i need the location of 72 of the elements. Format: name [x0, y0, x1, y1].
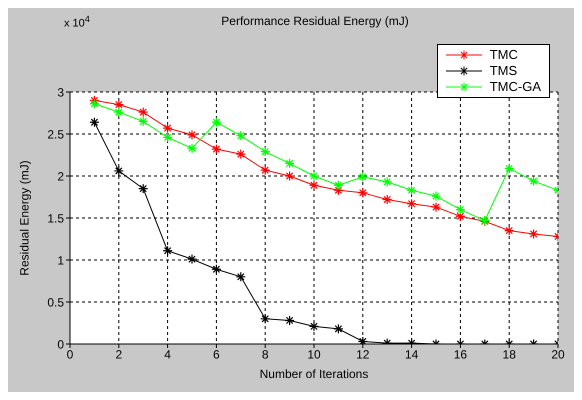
point	[455, 211, 466, 222]
y-tick-label: 1	[57, 253, 64, 268]
point	[138, 184, 148, 194]
point	[382, 194, 392, 205]
x-tick-label: 14	[404, 348, 419, 362]
y-tick-label: 0	[57, 337, 64, 352]
point	[308, 170, 320, 182]
point	[528, 228, 539, 240]
point	[186, 130, 198, 140]
point	[162, 132, 173, 142]
legend-label: TMS	[490, 63, 518, 79]
point	[382, 176, 392, 187]
point	[358, 172, 368, 182]
point	[162, 123, 173, 134]
point	[504, 226, 514, 236]
point	[186, 143, 198, 154]
point	[186, 254, 198, 264]
x-tick-label: 12	[356, 348, 370, 362]
point	[430, 202, 442, 212]
point	[455, 204, 466, 215]
y-tick-label: 0.5	[47, 295, 64, 310]
text: x 10$^{4}$	[64, 14, 90, 30]
point	[138, 107, 148, 118]
point	[430, 191, 442, 202]
legend-label: TMC	[490, 47, 518, 63]
x-tick-label: 2	[115, 348, 122, 362]
point	[236, 130, 246, 141]
x-tick-label: 0	[66, 348, 74, 362]
point	[114, 100, 124, 110]
point	[138, 116, 148, 126]
point	[260, 314, 270, 324]
y-tick-label: 2.5	[47, 127, 64, 142]
point	[114, 107, 124, 118]
x-tick-label: 6	[213, 348, 220, 362]
point	[236, 149, 246, 160]
point	[333, 180, 344, 190]
point	[528, 176, 539, 186]
y-tick-label: 3	[57, 85, 64, 100]
point	[162, 246, 173, 256]
point	[260, 165, 270, 176]
point	[284, 315, 295, 326]
y-axis-title: Residual Energy (mJ)	[17, 160, 32, 276]
x-tick-label: 18	[502, 348, 516, 362]
point	[284, 158, 295, 168]
point	[89, 98, 100, 109]
y-tick-label: 2	[57, 169, 64, 184]
point	[504, 163, 514, 174]
point	[406, 185, 417, 196]
point	[114, 166, 124, 176]
x-tick-label: 8	[262, 348, 269, 362]
point	[211, 144, 222, 154]
point	[358, 188, 368, 198]
x-axis-title: Number of Iterations	[260, 367, 368, 381]
point	[406, 198, 417, 209]
x-tick-label: 16	[454, 348, 468, 362]
point	[236, 272, 246, 282]
point	[89, 117, 100, 128]
point	[211, 117, 222, 128]
point	[358, 336, 368, 344]
legend-label: TMC-GA	[490, 79, 541, 95]
x-tick-label: 20	[551, 348, 565, 362]
x-tick-label: 10	[307, 348, 321, 362]
point	[308, 180, 320, 190]
point	[284, 170, 295, 182]
chart-title: Performance Residual Energy (mJ)	[221, 14, 409, 28]
x-tick-label: 4	[164, 348, 172, 362]
y-tick-label: 1.5	[47, 211, 64, 226]
point	[333, 185, 344, 196]
point	[333, 324, 344, 334]
point	[211, 264, 222, 274]
point	[308, 321, 320, 332]
point	[260, 146, 270, 157]
